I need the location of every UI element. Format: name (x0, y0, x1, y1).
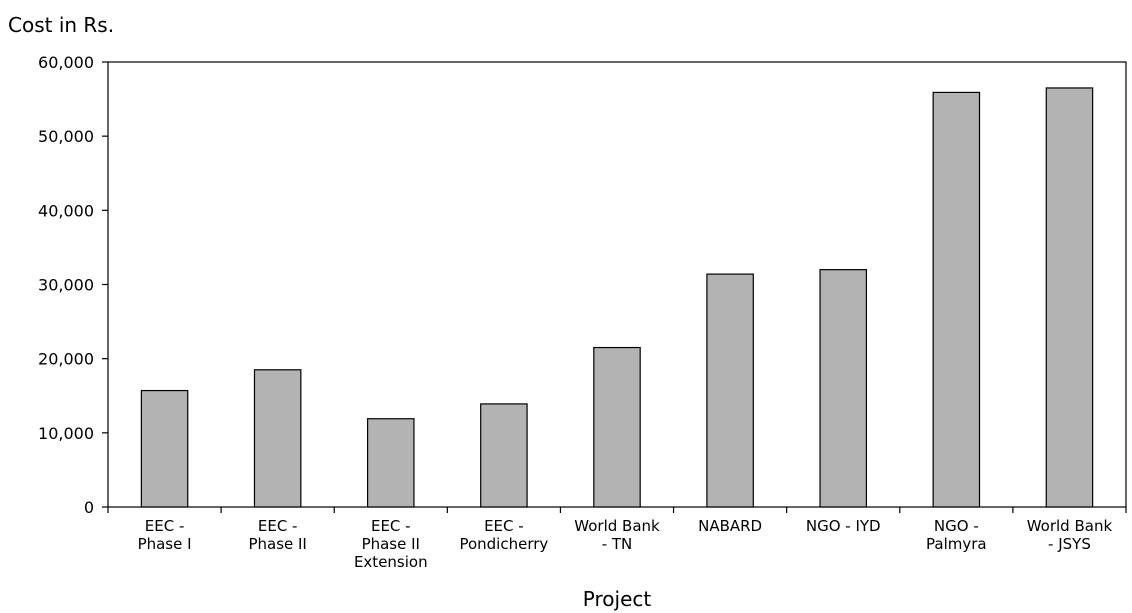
x-category-label: Phase I (138, 535, 192, 553)
x-category-label: EEC - (258, 517, 298, 535)
bar (706, 273, 754, 508)
x-category-label: World Bank (1027, 517, 1113, 535)
x-category-label: NABARD (698, 517, 762, 535)
bar (253, 369, 302, 508)
x-category-label: NGO - IYD (806, 517, 881, 535)
x-category-label: - JSYS (1048, 535, 1091, 553)
x-category-label: EEC - (484, 517, 524, 535)
bar (593, 346, 641, 508)
x-category-label: World Bank (574, 517, 660, 535)
x-category-label: Palmyra (926, 535, 987, 553)
y-tick-label: 30,000 (38, 276, 94, 295)
x-category-label: Extension (354, 553, 428, 571)
bar (480, 403, 528, 508)
bar (366, 418, 415, 508)
y-tick-label: 40,000 (38, 201, 94, 220)
y-tick-label: 10,000 (38, 424, 94, 443)
x-category-label: - TN (602, 535, 633, 553)
y-tick-label: 0 (84, 498, 94, 517)
bar (1045, 87, 1094, 508)
x-axis-label: Project (582, 587, 652, 611)
y-tick-label: 50,000 (38, 127, 94, 146)
y-tick-label: 60,000 (38, 53, 94, 72)
x-category-label: NGO - (934, 517, 979, 535)
x-category-label: Phase II (362, 535, 420, 553)
bar (819, 269, 868, 508)
x-category-label: EEC - (371, 517, 411, 535)
bar (140, 389, 189, 508)
x-category-label: Phase II (248, 535, 306, 553)
y-tick-label: 20,000 (38, 350, 94, 369)
y-axis-label: Cost in Rs. (8, 13, 115, 37)
x-category-label: EEC - (145, 517, 185, 535)
x-category-label: Pondicherry (459, 535, 548, 553)
bar (932, 91, 981, 508)
